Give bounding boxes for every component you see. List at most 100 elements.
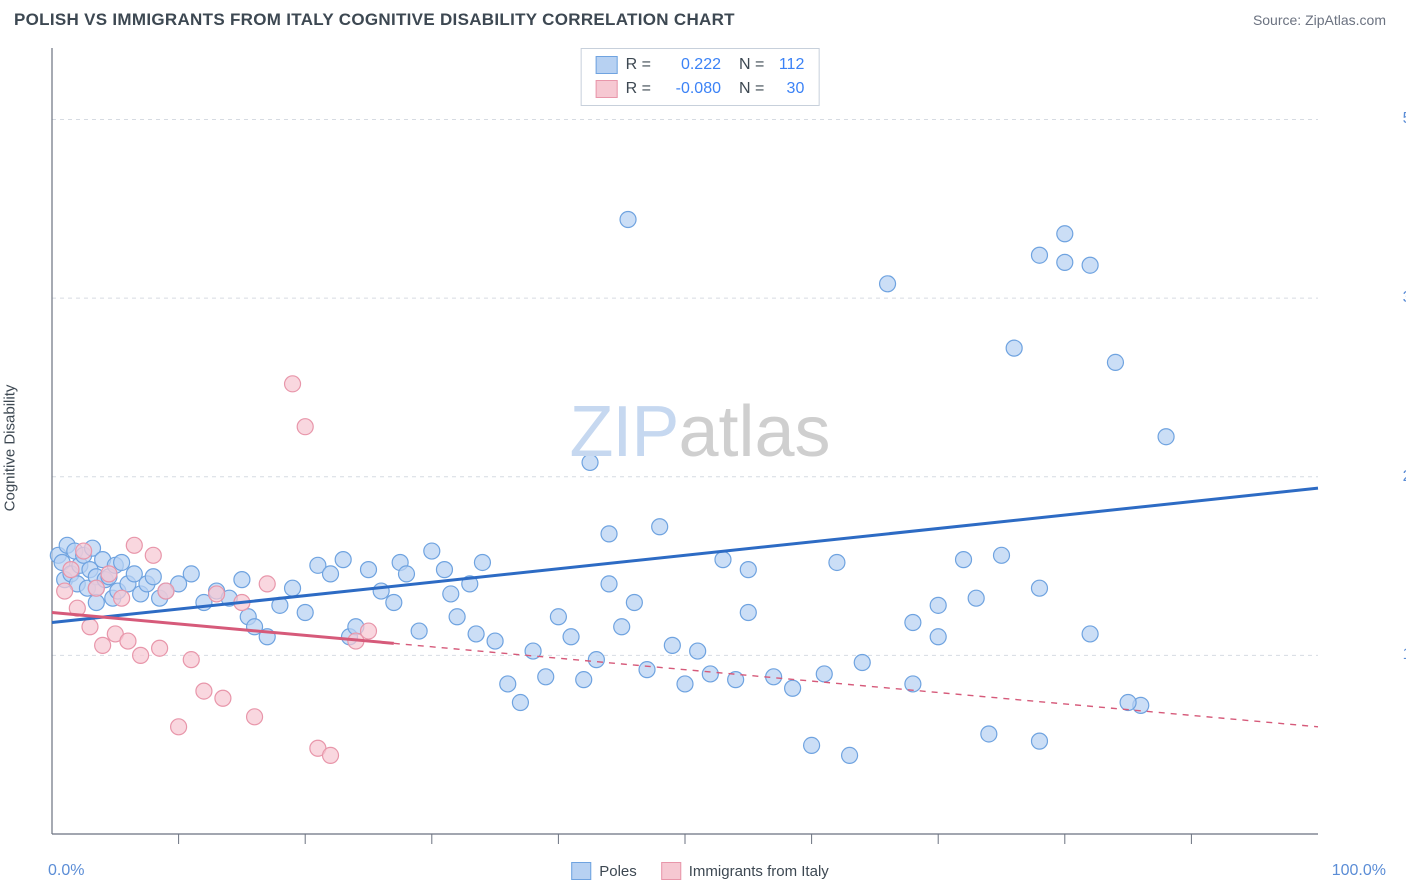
legend-item-poles: Poles [571, 862, 637, 880]
data-point-poles [1082, 626, 1098, 642]
data-point-italy [95, 637, 111, 653]
data-point-poles [468, 626, 484, 642]
legend-swatch-poles [571, 862, 591, 880]
data-point-italy [247, 709, 263, 725]
data-point-poles [145, 569, 161, 585]
data-point-poles [981, 726, 997, 742]
data-point-italy [101, 566, 117, 582]
data-point-poles [234, 572, 250, 588]
y-axis-label: Cognitive Disability [2, 385, 19, 512]
data-point-poles [994, 547, 1010, 563]
legend-item-italy: Immigrants from Italy [661, 862, 829, 880]
swatch-poles [596, 56, 618, 74]
data-point-poles [500, 676, 516, 692]
chart-title: POLISH VS IMMIGRANTS FROM ITALY COGNITIV… [14, 10, 735, 30]
data-point-poles [968, 590, 984, 606]
data-point-italy [183, 652, 199, 668]
y-tick-label: 12.5% [1403, 646, 1406, 664]
data-point-poles [626, 594, 642, 610]
data-point-poles [361, 562, 377, 578]
data-point-italy [126, 537, 142, 553]
data-point-poles [677, 676, 693, 692]
data-point-poles [690, 643, 706, 659]
data-point-poles [740, 604, 756, 620]
scatter-plot [48, 44, 1386, 852]
x-min-label: 0.0% [48, 862, 84, 880]
data-point-italy [215, 690, 231, 706]
data-point-poles [1031, 580, 1047, 596]
data-point-poles [829, 554, 845, 570]
data-point-italy [88, 580, 104, 596]
data-point-poles [702, 666, 718, 682]
data-point-poles [639, 662, 655, 678]
data-point-poles [1057, 254, 1073, 270]
legend-label: Poles [599, 863, 637, 880]
data-point-poles [614, 619, 630, 635]
data-point-italy [196, 683, 212, 699]
data-point-poles [335, 552, 351, 568]
source-attribution: Source: ZipAtlas.com [1253, 12, 1386, 28]
data-point-poles [487, 633, 503, 649]
data-point-poles [816, 666, 832, 682]
data-point-italy [152, 640, 168, 656]
data-point-poles [715, 552, 731, 568]
data-point-poles [1031, 247, 1047, 263]
data-point-poles [785, 680, 801, 696]
data-point-italy [114, 590, 130, 606]
stats-n-value: 30 [772, 77, 804, 101]
data-point-italy [209, 586, 225, 602]
data-point-italy [285, 376, 301, 392]
data-point-italy [323, 747, 339, 763]
data-point-poles [652, 519, 668, 535]
data-point-poles [424, 543, 440, 559]
data-point-poles [323, 566, 339, 582]
data-point-poles [88, 594, 104, 610]
data-point-poles [956, 552, 972, 568]
stats-legend-box: R = 0.222 N = 112 R = -0.080 N = 30 [581, 48, 820, 106]
data-point-italy [259, 576, 275, 592]
data-point-poles [601, 526, 617, 542]
y-tick-label: 37.5% [1403, 289, 1406, 307]
stats-r-value: 0.222 [659, 53, 721, 77]
trend-line-poles [52, 488, 1318, 622]
data-point-italy [76, 543, 92, 559]
y-tick-label: 25.0% [1403, 468, 1406, 486]
data-point-poles [804, 737, 820, 753]
data-point-poles [114, 554, 130, 570]
legend-swatch-italy [661, 862, 681, 880]
data-point-italy [361, 623, 377, 639]
data-point-italy [158, 583, 174, 599]
data-point-poles [285, 580, 301, 596]
data-point-poles [183, 566, 199, 582]
stats-r-label: R = [626, 77, 651, 101]
data-point-poles [1158, 429, 1174, 445]
data-point-poles [842, 747, 858, 763]
data-point-poles [1120, 695, 1136, 711]
data-point-poles [443, 586, 459, 602]
data-point-poles [588, 652, 604, 668]
stats-n-value: 112 [772, 53, 804, 77]
data-point-poles [563, 629, 579, 645]
data-point-poles [880, 276, 896, 292]
data-point-poles [436, 562, 452, 578]
legend-label: Immigrants from Italy [689, 863, 829, 880]
data-point-italy [145, 547, 161, 563]
data-point-poles [449, 609, 465, 625]
data-point-poles [512, 695, 528, 711]
data-point-poles [386, 594, 402, 610]
data-point-poles [1006, 340, 1022, 356]
data-point-italy [120, 633, 136, 649]
stats-r-value: -0.080 [659, 77, 721, 101]
chart-area: Cognitive Disability ZIPatlas R = 0.222 … [14, 44, 1386, 852]
data-point-poles [373, 583, 389, 599]
stats-row-poles: R = 0.222 N = 112 [596, 53, 805, 77]
data-point-poles [620, 211, 636, 227]
data-point-poles [1082, 257, 1098, 273]
y-tick-label: 50.0% [1403, 110, 1406, 128]
data-point-poles [1057, 226, 1073, 242]
data-point-poles [1107, 354, 1123, 370]
data-point-poles [576, 672, 592, 688]
data-point-italy [297, 419, 313, 435]
data-point-poles [601, 576, 617, 592]
data-point-poles [538, 669, 554, 685]
